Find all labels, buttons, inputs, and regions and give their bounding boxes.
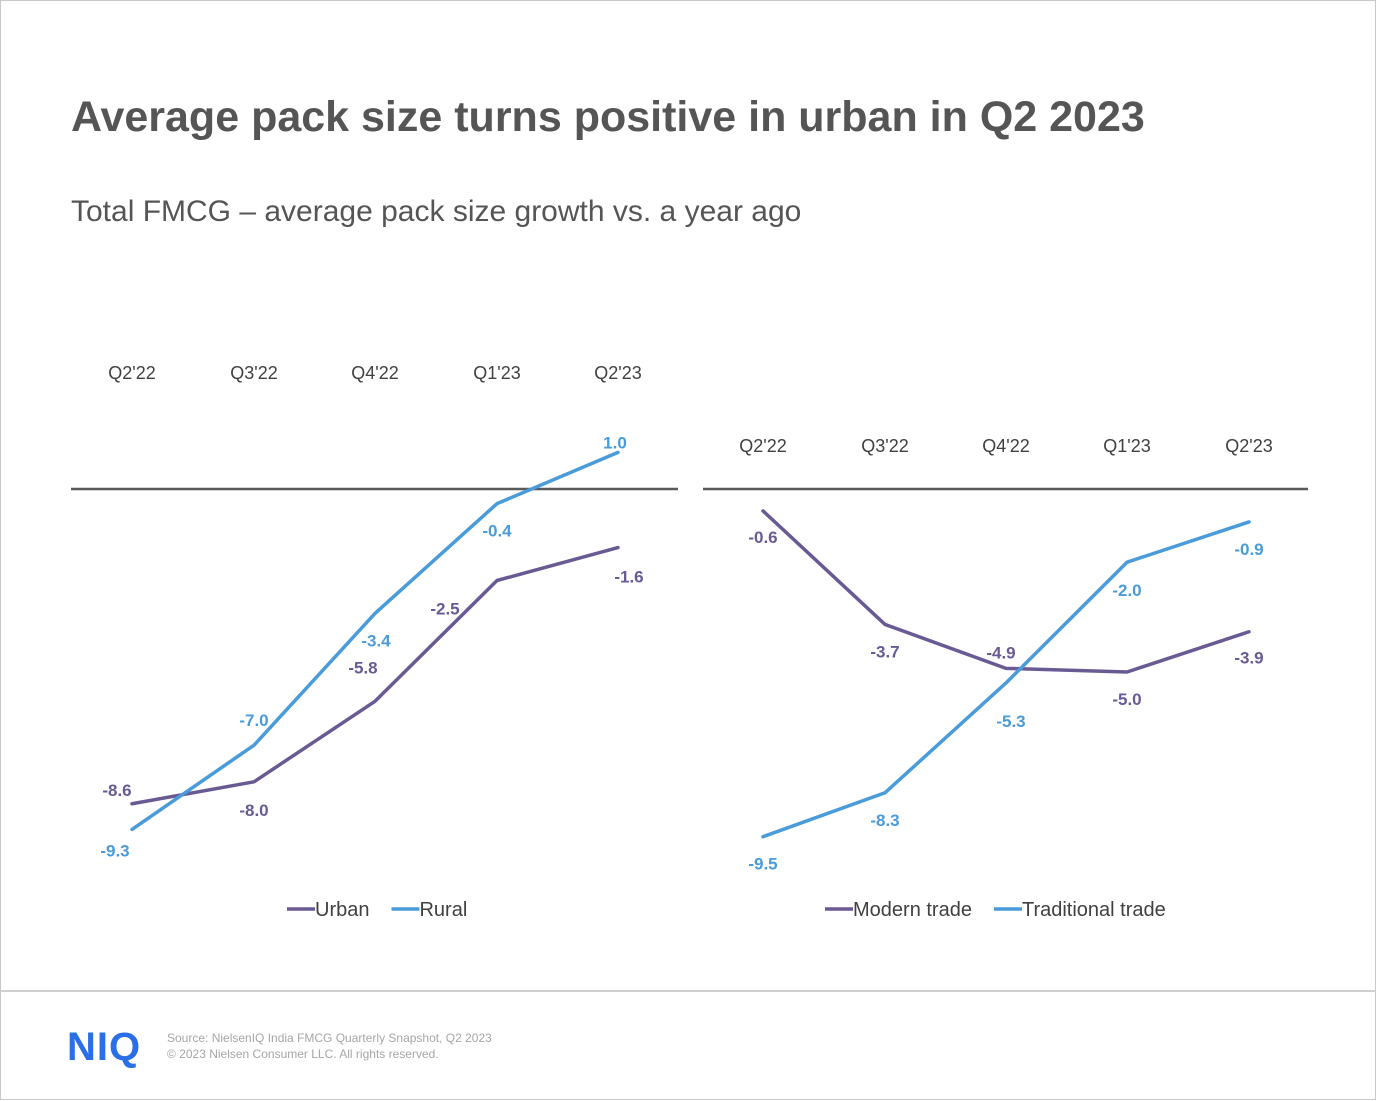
data-label: -0.6	[748, 528, 777, 547]
x-tick-label: Q2'23	[594, 363, 641, 383]
data-label: 1.0	[603, 433, 627, 452]
data-label: -8.3	[870, 811, 899, 830]
x-tick-label: Q1'23	[1103, 436, 1150, 456]
data-label: -5.8	[348, 658, 377, 677]
data-label: -3.7	[870, 642, 899, 661]
legend-label: Traditional trade	[1022, 899, 1166, 921]
series-line-traditional-trade	[761, 520, 1251, 839]
niq-logo: NIQ	[67, 1025, 142, 1069]
source-line: Source: NielsenIQ India FMCG Quarterly S…	[167, 1031, 492, 1045]
x-tick-label: Q2'23	[1225, 436, 1272, 456]
x-tick-label: Q2'22	[108, 363, 155, 383]
source-note: Source: NielsenIQ India FMCG Quarterly S…	[167, 1030, 492, 1062]
x-tick-label: Q3'22	[230, 363, 277, 383]
data-label: -4.9	[986, 643, 1015, 662]
data-label: -3.4	[361, 631, 391, 650]
data-label: -1.6	[614, 568, 643, 587]
data-label: -7.0	[239, 711, 268, 730]
page-subtitle: Total FMCG – average pack size growth vs…	[71, 195, 802, 228]
x-tick-label: Q4'22	[351, 363, 398, 383]
x-tick-label: Q4'22	[982, 436, 1029, 456]
x-tick-label: Q1'23	[473, 363, 520, 383]
data-label: -0.4	[482, 522, 512, 541]
page-title: Average pack size turns positive in urba…	[71, 93, 1145, 141]
series-line-rural	[130, 450, 620, 832]
legend-label: Rural	[419, 899, 467, 921]
legend-label: Urban	[315, 899, 369, 921]
x-tick-label: Q3'22	[861, 436, 908, 456]
data-label: -5.3	[996, 712, 1025, 731]
copyright-line: © 2023 Nielsen Consumer LLC. All rights …	[167, 1047, 439, 1061]
data-label: -2.5	[430, 600, 459, 619]
footer-divider	[1, 990, 1376, 992]
data-label: -5.0	[1112, 690, 1141, 709]
data-label: -8.6	[102, 781, 131, 800]
data-label: -3.9	[1234, 649, 1263, 668]
x-tick-label: Q2'22	[739, 436, 786, 456]
series-line-urban	[130, 545, 620, 806]
data-label: -2.0	[1112, 581, 1141, 600]
data-label: -9.3	[100, 841, 129, 860]
series-line-modern-trade	[761, 509, 1251, 674]
data-label: -0.9	[1234, 540, 1263, 559]
legend-label: Modern trade	[853, 899, 972, 921]
data-label: -8.0	[239, 801, 268, 820]
data-label: -9.5	[748, 855, 777, 874]
